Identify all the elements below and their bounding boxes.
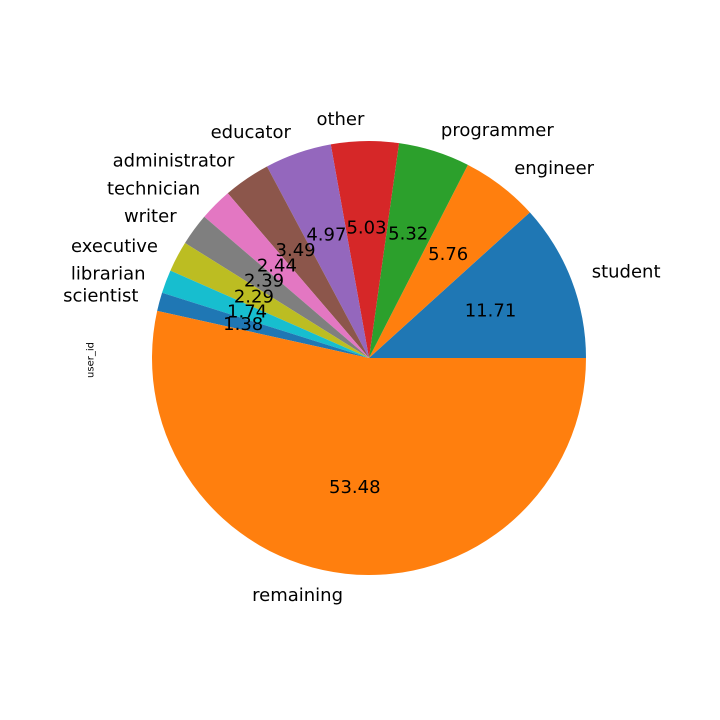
category-label-remaining: remaining	[252, 585, 343, 606]
percent-label-engineer: 5.76	[428, 244, 468, 265]
percent-label-administrator: 3.49	[276, 240, 316, 261]
percent-label-remaining: 53.48	[329, 477, 381, 498]
category-label-administrator: administrator	[113, 150, 235, 171]
y-axis-label: user_id	[86, 342, 97, 378]
pie-slice-writer	[184, 216, 369, 358]
category-label-other: other	[316, 109, 365, 130]
pie-slice-executive	[170, 242, 369, 358]
category-label-scientist: scientist	[63, 286, 138, 307]
percent-label-student: 11.71	[465, 301, 517, 322]
percent-label-educator: 4.97	[306, 225, 346, 246]
percent-label-librarian: 1.74	[227, 302, 267, 323]
category-label-executive: executive	[71, 236, 158, 257]
percent-label-programmer: 5.32	[388, 223, 428, 244]
percent-label-writer: 2.39	[244, 270, 284, 291]
category-label-writer: writer	[124, 206, 177, 227]
percent-label-other: 5.03	[346, 217, 386, 238]
pie-slice-administrator	[227, 166, 369, 358]
pie-category-labels: student engineer programmer other educator ad…	[63, 109, 660, 606]
pie-slice-educator	[266, 144, 369, 358]
pie-percent-labels: 11.71 5.765.325.034.973.492.442.392.291.7…	[223, 217, 516, 498]
percent-label-executive: 2.29	[234, 287, 274, 308]
percent-label-scientist: 1.38	[223, 314, 263, 335]
pie-slices	[152, 141, 586, 576]
pie-slice-student	[369, 212, 586, 358]
pie-slice-programmer	[369, 143, 468, 358]
category-label-educator: educator	[211, 122, 292, 143]
category-label-engineer: engineer	[514, 158, 594, 179]
percent-label-technician: 2.44	[257, 255, 297, 276]
pie-slice-other	[330, 141, 400, 358]
pie-slice-librarian	[162, 270, 369, 358]
pie-slice-engineer	[369, 164, 530, 358]
category-label-technician: technician	[107, 179, 200, 200]
pie-slice-remaining	[152, 310, 586, 576]
category-label-librarian: librarian	[71, 263, 146, 284]
pie-slice-technician	[204, 193, 369, 358]
category-label-programmer: programmer	[441, 120, 554, 141]
pie-slice-scientist	[157, 292, 369, 358]
category-label-student: student	[592, 262, 661, 283]
